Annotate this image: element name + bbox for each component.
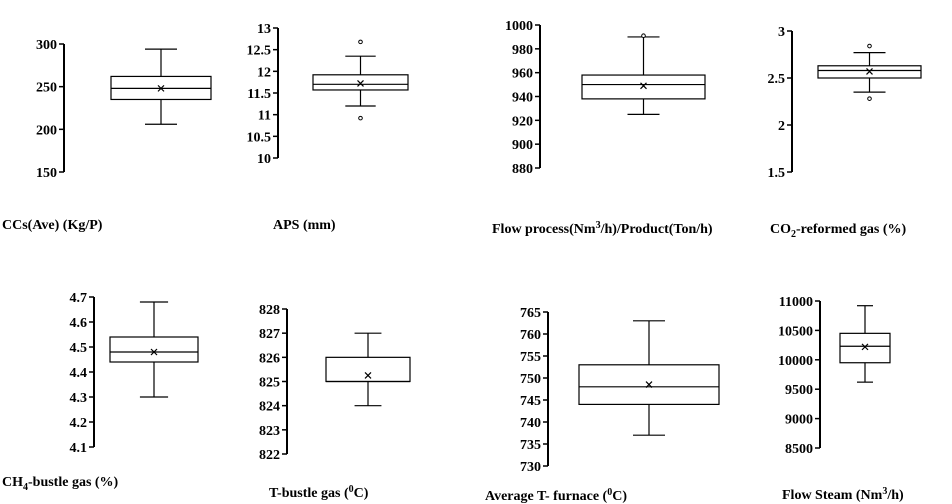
y-tick-label: 9000 bbox=[785, 413, 813, 428]
y-tick-label: 2.5 bbox=[768, 72, 786, 87]
y-tick-label: 824 bbox=[259, 400, 280, 415]
y-tick-label: 4.3 bbox=[70, 391, 88, 406]
y-tick-label: 828 bbox=[259, 303, 280, 318]
y-tick-label: 960 bbox=[512, 67, 533, 82]
y-tick-label: 250 bbox=[36, 81, 57, 96]
y-tick-label: 1000 bbox=[505, 19, 533, 34]
y-tick-label: 4.6 bbox=[70, 316, 88, 331]
interquartile-box bbox=[109, 336, 199, 363]
y-tick-label: 11.5 bbox=[247, 87, 271, 102]
mean-marker bbox=[866, 67, 873, 75]
outlier-point bbox=[867, 96, 872, 101]
y-tick-label: 755 bbox=[520, 350, 541, 365]
boxplot-panel: 10 10.5 11 11.5 12 12.5 13 APS (mm) bbox=[247, 22, 409, 233]
boxplot-panel: 730 735 740 745 750 755 760 765 Average T- furna… bbox=[485, 306, 720, 504]
x-axis-title: Flow Steam (Nm3/h) bbox=[782, 486, 904, 503]
y-tick-label: 2 bbox=[778, 119, 785, 134]
outlier-point bbox=[641, 33, 646, 39]
interquartile-box bbox=[839, 332, 891, 364]
boxplot-panel: 822 823 824 825 826 827 828 T-bustle gas (0C) bbox=[259, 303, 411, 501]
y-tick-label: 4.1 bbox=[70, 441, 88, 456]
x-axis-title: CCs(Ave) (Kg/P) bbox=[2, 218, 103, 233]
mean-marker bbox=[357, 80, 364, 87]
x-axis-title: Average T- furnace (0C) bbox=[485, 487, 627, 504]
y-tick-label: 920 bbox=[512, 114, 533, 129]
y-tick-label: 11 bbox=[258, 109, 271, 124]
y-tick-label: 760 bbox=[520, 328, 541, 343]
y-tick-label: 826 bbox=[259, 351, 280, 366]
y-tick-label: 823 bbox=[259, 424, 280, 439]
y-tick-label: 9500 bbox=[785, 383, 813, 398]
y-tick-label: 750 bbox=[520, 372, 541, 387]
y-tick-label: 8500 bbox=[785, 442, 813, 457]
y-tick-label: 10.5 bbox=[247, 130, 272, 145]
y-tick-label: 10 bbox=[257, 152, 271, 167]
y-tick-label: 200 bbox=[36, 123, 57, 138]
y-tick-label: 10500 bbox=[778, 324, 813, 339]
y-tick-label: 12.5 bbox=[247, 44, 272, 59]
y-tick-label: 765 bbox=[520, 306, 541, 321]
y-tick-label: 822 bbox=[259, 448, 280, 463]
x-axis-title: T-bustle gas (0C) bbox=[269, 484, 369, 501]
y-tick-label: 11000 bbox=[779, 295, 813, 310]
y-tick-label: 740 bbox=[520, 416, 541, 431]
outlier-point bbox=[358, 115, 363, 121]
y-tick-label: 1.5 bbox=[768, 166, 786, 181]
outlier-point bbox=[358, 39, 363, 45]
interquartile-box bbox=[325, 356, 411, 383]
mean-marker bbox=[364, 372, 372, 379]
mean-marker bbox=[645, 381, 653, 389]
y-tick-label: 900 bbox=[512, 138, 533, 153]
y-tick-label: 940 bbox=[512, 91, 533, 106]
y-tick-label: 4.4 bbox=[70, 366, 88, 381]
mean-marker bbox=[150, 348, 158, 356]
outlier-point bbox=[867, 43, 872, 49]
y-tick-label: 745 bbox=[520, 394, 541, 409]
mean-marker bbox=[861, 343, 869, 351]
boxplot-panel: 880 900 920 940 960 980 1000 Flow process(Nm3/h… bbox=[492, 19, 713, 237]
y-tick-label: 730 bbox=[520, 460, 541, 475]
boxplot-panel: 8500 9000 9500 10000 10500 11000 Flow Steam (N… bbox=[778, 295, 904, 503]
boxplot-panel: 4.1 4.2 4.3 4.4 4.5 4.6 4.7 CH4-bustle gas (%) bbox=[2, 291, 199, 493]
y-tick-label: 150 bbox=[36, 166, 57, 181]
y-tick-label: 980 bbox=[512, 43, 533, 58]
y-tick-label: 4.2 bbox=[70, 416, 88, 431]
boxplot-panel: 150 200 250 300 CCs(Ave) (Kg/P) bbox=[2, 38, 212, 233]
y-tick-label: 3 bbox=[778, 25, 785, 40]
y-tick-label: 12 bbox=[257, 65, 271, 80]
y-tick-label: 13 bbox=[257, 22, 271, 37]
interquartile-box bbox=[312, 74, 409, 91]
y-tick-label: 4.5 bbox=[70, 341, 88, 356]
mean-marker bbox=[157, 84, 165, 92]
y-tick-label: 10000 bbox=[778, 354, 813, 369]
x-axis-title: CO2-reformed gas (%) bbox=[770, 222, 906, 240]
y-tick-label: 880 bbox=[512, 162, 533, 177]
interquartile-box bbox=[581, 74, 706, 100]
boxplot-panel: 1.5 2 2.5 3 CO2-reformed gas (%) bbox=[768, 25, 922, 240]
y-tick-label: 4.7 bbox=[70, 291, 88, 306]
x-axis-title: CH4-bustle gas (%) bbox=[2, 475, 119, 493]
y-tick-label: 735 bbox=[520, 438, 541, 453]
mean-marker bbox=[640, 82, 647, 90]
x-axis-title: APS (mm) bbox=[273, 218, 336, 233]
y-tick-label: 825 bbox=[259, 376, 280, 391]
y-tick-label: 827 bbox=[259, 327, 280, 342]
y-tick-label: 300 bbox=[36, 38, 57, 53]
x-axis-title: Flow process(Nm3/h)/Product(Ton/h) bbox=[492, 220, 713, 237]
